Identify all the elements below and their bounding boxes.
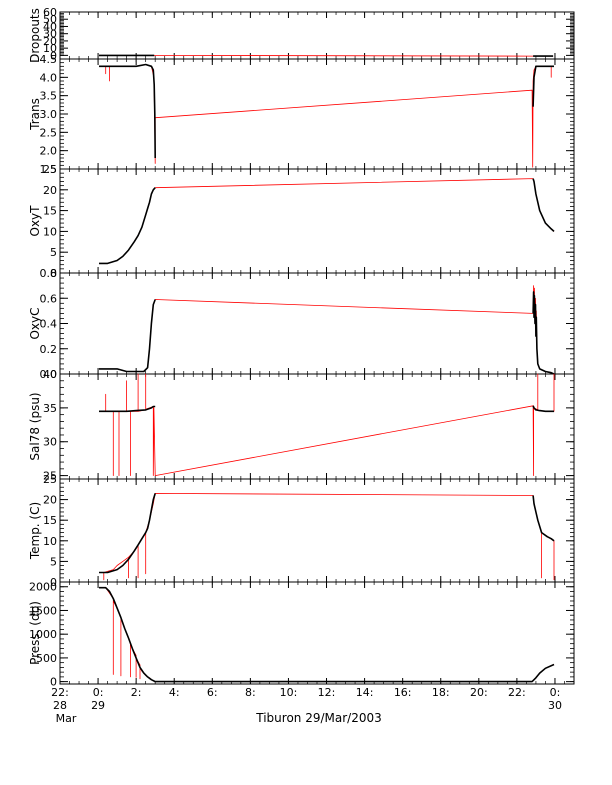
panel-2: 1.5 2.0 2.5 3.0 3.5 4.0 4.5 Trans bbox=[28, 53, 575, 176]
series-line-clean bbox=[99, 178, 555, 265]
y-tick-label: 2.5 bbox=[40, 126, 58, 139]
x-tick-label: 20: bbox=[470, 686, 488, 699]
y-tick-label: 10 bbox=[43, 535, 57, 548]
series-line-raw bbox=[99, 55, 554, 57]
y-tick-label: 35 bbox=[43, 402, 57, 415]
series-line-clean bbox=[99, 405, 554, 413]
panel-frame bbox=[59, 168, 575, 274]
panel-frame bbox=[59, 11, 575, 60]
panel-6: 0 5 10 15 20 25 Temp. (C) bbox=[28, 473, 575, 589]
series-line-clean bbox=[99, 586, 555, 683]
y-tick-label: 15 bbox=[43, 514, 57, 527]
y-tick-label: 10 bbox=[43, 42, 57, 55]
y-tick-label: 20 bbox=[43, 35, 57, 48]
x-day-label: 28 bbox=[53, 699, 67, 712]
series-line-raw bbox=[99, 178, 555, 264]
y-tick-label: 5 bbox=[50, 246, 57, 259]
y-axis-label: Press. (db) bbox=[28, 601, 42, 665]
y-tick-label: 60 bbox=[43, 6, 57, 19]
series-line-raw bbox=[99, 64, 554, 168]
y-tick-label: 15 bbox=[43, 205, 57, 218]
y-tick-label: 0 bbox=[50, 576, 57, 589]
x-tick-label: 16: bbox=[394, 686, 412, 699]
x-month-label: Mar bbox=[56, 712, 77, 725]
series-line-raw bbox=[99, 493, 555, 581]
y-tick-label: 5 bbox=[50, 555, 57, 568]
y-axis-label: OxyT bbox=[28, 205, 42, 237]
y-tick-label: 30 bbox=[43, 28, 57, 41]
y-tick-label: 20 bbox=[43, 184, 57, 197]
panel-4: 0.0 0.2 0.4 0.6 0.8 OxyC bbox=[28, 267, 575, 381]
y-tick-label: 3.0 bbox=[40, 108, 58, 121]
y-tick-label: 25 bbox=[43, 470, 57, 483]
y-tick-label: 25 bbox=[43, 473, 57, 486]
y-tick-label: 4.0 bbox=[40, 71, 58, 84]
y-tick-label: 40 bbox=[43, 368, 57, 381]
x-tick-label: 10: bbox=[280, 686, 298, 699]
y-tick-label: 0.0 bbox=[40, 368, 58, 381]
y-tick-label: 2000 bbox=[29, 581, 57, 594]
panel-frame bbox=[59, 58, 575, 170]
y-tick-label: 40 bbox=[43, 20, 57, 33]
y-axis-label: Trans bbox=[28, 98, 42, 131]
y-tick-label: 0.2 bbox=[40, 343, 58, 356]
x-tick-label: 2: bbox=[131, 686, 142, 699]
y-tick-label: 4.5 bbox=[40, 53, 58, 66]
series-line-clean bbox=[99, 63, 554, 159]
x-day-label: 29 bbox=[91, 699, 105, 712]
figure-title: Tiburon 29/Mar/2003 bbox=[255, 711, 381, 725]
y-tick-label: 2.0 bbox=[40, 145, 58, 158]
y-tick-label: 1000 bbox=[29, 628, 57, 641]
y-tick-label: 50 bbox=[43, 13, 57, 26]
x-tick-label: 4: bbox=[169, 686, 180, 699]
series-line-raw bbox=[99, 285, 555, 375]
series-line-raw bbox=[99, 587, 555, 682]
y-tick-label: 10 bbox=[43, 225, 57, 238]
x-tick-label: 0: bbox=[93, 686, 104, 699]
series-line-raw bbox=[99, 373, 555, 476]
x-tick-label: 22: bbox=[51, 686, 69, 699]
panel-3: 0 5 10 15 20 25 OxyT bbox=[28, 163, 575, 280]
panel-frame bbox=[59, 272, 575, 375]
y-tick-label: 1500 bbox=[29, 604, 57, 617]
x-tick-label: 6: bbox=[207, 686, 218, 699]
y-tick-label: 30 bbox=[43, 436, 57, 449]
x-day-label: 30 bbox=[548, 699, 562, 712]
y-axis-label: Temp. (C) bbox=[28, 502, 42, 560]
y-axis-label: OxyC bbox=[28, 307, 42, 339]
y-tick-label: 0 bbox=[50, 267, 57, 280]
series-line-clean bbox=[99, 291, 555, 375]
y-axis-label: Sal78 (psu) bbox=[28, 392, 42, 460]
y-tick-label: 0.4 bbox=[40, 318, 58, 331]
x-tick-label: 12: bbox=[318, 686, 336, 699]
y-tick-label: 0 bbox=[50, 676, 57, 689]
series-line-clean bbox=[99, 54, 554, 57]
y-tick-label: 1.5 bbox=[40, 163, 58, 176]
y-tick-label: 0.6 bbox=[40, 292, 58, 305]
x-tick-label: 8: bbox=[245, 686, 256, 699]
panels-group: 0102030405060Dropouts1.52.02.53.03.54.04… bbox=[28, 6, 575, 725]
y-axis-label: Dropouts bbox=[28, 8, 42, 63]
x-tick-label: 14: bbox=[356, 686, 374, 699]
y-tick-label: 25 bbox=[43, 163, 57, 176]
panel-7: 0 500 1000 1500 2000 Press. (db) bbox=[28, 581, 575, 689]
x-tick-label: 0: bbox=[550, 686, 561, 699]
y-tick-label: 0 bbox=[50, 49, 57, 62]
y-tick-label: 500 bbox=[36, 652, 57, 665]
x-tick-label: 22: bbox=[508, 686, 526, 699]
time-axis: 22: 0: 2: 4: 6: 8: 10: 12: 14: 16: 18: 20: 22: 0: 28Ma… bbox=[51, 686, 562, 725]
series-line-clean bbox=[99, 493, 555, 574]
y-tick-label: 20 bbox=[43, 494, 57, 507]
panel-frame bbox=[59, 373, 575, 480]
panel-frame bbox=[59, 581, 575, 685]
y-tick-label: 3.5 bbox=[40, 90, 58, 103]
x-tick-label: 18: bbox=[432, 686, 450, 699]
y-tick-label: 0.8 bbox=[40, 267, 58, 280]
